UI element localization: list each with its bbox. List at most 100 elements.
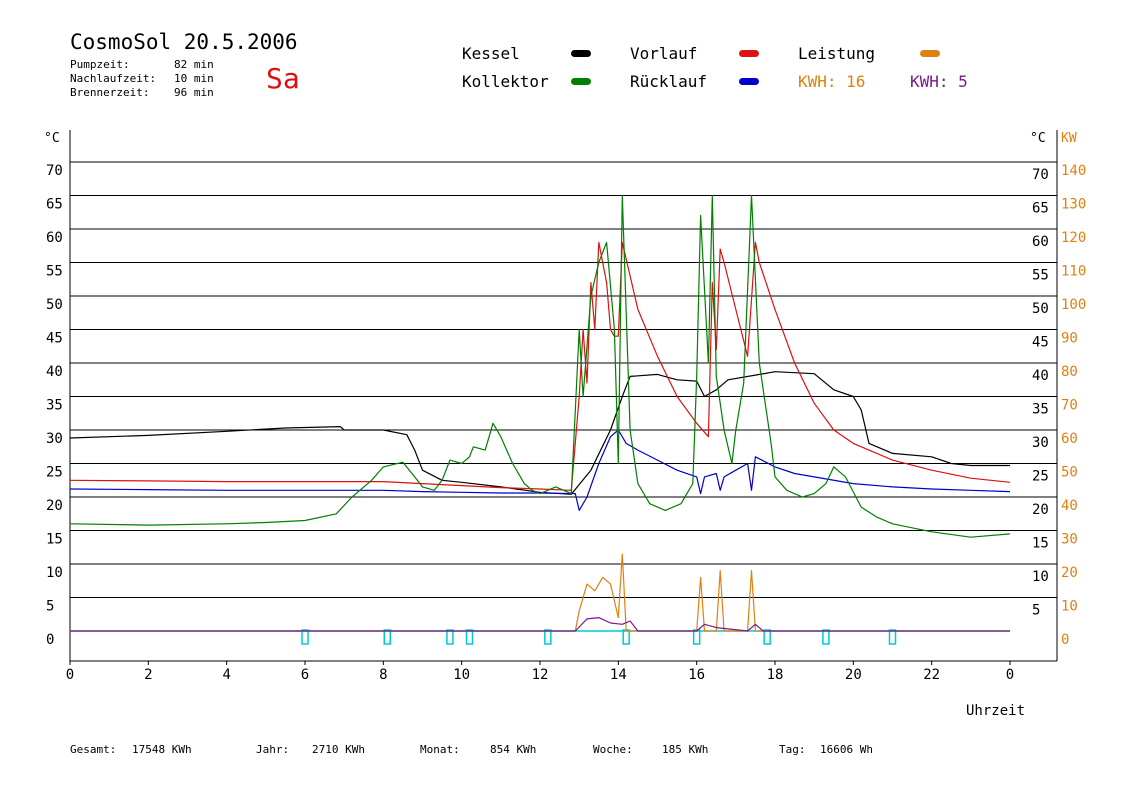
legend-ruecklauf-label: Rücklauf [630, 72, 708, 91]
y-tick-label-left: 30 [46, 431, 63, 447]
x-tick-label: 6 [301, 667, 309, 683]
y-tick-label-left: 25 [46, 465, 63, 481]
x-axis-label: Uhrzeit [966, 703, 1025, 719]
y-tick-label-kw: 10 [1061, 599, 1078, 615]
y-tick-label-kw: 0 [1061, 632, 1069, 648]
x-tick-label: 4 [222, 667, 230, 683]
y-tick-label-left: 60 [46, 230, 63, 246]
footer-woche-value: 185 KWh [662, 743, 709, 756]
x-tick-label: 10 [453, 667, 470, 683]
y-tick-label-right: 40 [1032, 368, 1049, 384]
pump-status-marker [446, 629, 454, 645]
pump-status-marker [763, 629, 771, 645]
y-tick-label-kw: 140 [1061, 163, 1086, 179]
pump-status-marker [544, 629, 552, 645]
stat-pumpzeit-value: 82 min [174, 58, 214, 71]
y-tick-label-right: 35 [1032, 402, 1049, 418]
x-tick-label: 22 [923, 667, 940, 683]
pump-status-marker [383, 629, 391, 645]
y-axis-label-kw: KW [1061, 131, 1077, 146]
pump-status-marker [692, 629, 701, 645]
y-tick-label-kw: 70 [1061, 398, 1078, 414]
y-tick-label-right: 25 [1032, 469, 1049, 485]
y-tick-label-kw: 110 [1061, 264, 1086, 280]
footer-monat-label: Monat: [420, 743, 460, 756]
y-tick-label-kw: 100 [1061, 297, 1086, 313]
y-tick-label-left: 40 [46, 364, 63, 380]
pump-status-marker [301, 629, 309, 645]
y-axis-label-right: °C [1030, 131, 1046, 146]
legend-leistung-swatch [920, 50, 940, 57]
y-tick-label-right: 30 [1032, 435, 1049, 451]
y-axis-label-left: °C [44, 131, 60, 146]
series-line-kessel [69, 371, 1010, 495]
y-tick-label-left: 20 [46, 498, 63, 514]
y-tick-label-right: 65 [1032, 201, 1049, 217]
y-tick-label-left: 50 [46, 297, 63, 313]
y-tick-label-left: 65 [46, 197, 63, 213]
footer-jahr-value: 2710 KWh [312, 743, 365, 756]
x-tick-label: 16 [688, 667, 705, 683]
footer-gesamt-value: 17548 KWh [132, 743, 192, 756]
y-tick-label-left: 55 [46, 264, 63, 280]
legend-ruecklauf-swatch [739, 78, 759, 85]
legend-kollektor-swatch [571, 78, 591, 85]
legend-vorlauf-swatch [739, 50, 759, 57]
y-tick-label-right: 70 [1032, 167, 1049, 183]
y-tick-label-kw: 120 [1061, 230, 1086, 246]
y-tick-label-right: 15 [1032, 536, 1049, 552]
x-tick-label: 14 [610, 667, 627, 683]
pump-status-marker [822, 629, 830, 645]
y-tick-label-kw: 130 [1061, 197, 1086, 213]
stat-pumpzeit-label: Pumpzeit: [70, 58, 130, 71]
footer-tag-value: 16606 Wh [820, 743, 873, 756]
y-tick-label-kw: 20 [1061, 565, 1078, 581]
y-tick-label-kw: 60 [1061, 431, 1078, 447]
footer-woche-label: Woche: [593, 743, 633, 756]
footer-gesamt-label: Gesamt: [70, 743, 117, 756]
weekday-label: Sa [266, 62, 300, 95]
y-tick-label-left: 35 [46, 398, 63, 414]
legend-vorlauf-label: Vorlauf [630, 44, 698, 63]
series-line-vorlauf [69, 241, 1011, 491]
pump-status-marker [888, 629, 897, 645]
y-tick-label-right: 45 [1032, 335, 1049, 351]
y-tick-label-left: 5 [46, 599, 54, 615]
series-line-leistung [70, 553, 1010, 632]
legend-leistung-label: Leistung [798, 44, 876, 63]
series-line-r-cklauf [69, 429, 1011, 511]
series-line-leistung-2 [70, 617, 1010, 632]
y-tick-label-left: 10 [46, 565, 63, 581]
kwh-second-label: KWH: 5 [910, 72, 968, 91]
chart-title: CosmoSol 20.5.2006 [70, 30, 298, 54]
pump-status-marker [622, 629, 630, 645]
footer-monat-value: 854 KWh [490, 743, 537, 756]
legend-kollektor-label: Kollektor [462, 72, 549, 91]
y-tick-label-kw: 90 [1061, 331, 1078, 347]
y-tick-label-left: 70 [46, 163, 63, 179]
legend-kessel-label: Kessel [462, 44, 520, 63]
x-tick-label: 0 [1006, 667, 1014, 683]
x-tick-label: 18 [767, 667, 784, 683]
y-tick-label-right: 60 [1032, 234, 1049, 250]
x-tick-label: 2 [144, 667, 152, 683]
y-tick-label-kw: 40 [1061, 498, 1078, 514]
x-tick-label: 0 [66, 667, 74, 683]
legend-kessel-swatch [571, 50, 591, 57]
footer-tag-label: Tag: [779, 743, 806, 756]
x-tick-label: 20 [845, 667, 862, 683]
series-line-kollektor [69, 194, 1011, 538]
y-tick-label-right: 10 [1032, 569, 1049, 585]
y-tick-label-kw: 80 [1061, 364, 1078, 380]
y-tick-label-left: 45 [46, 331, 63, 347]
x-tick-label: 8 [379, 667, 387, 683]
y-tick-label-kw: 50 [1061, 465, 1078, 481]
y-tick-label-right: 5 [1032, 603, 1040, 619]
y-tick-label-kw: 30 [1061, 532, 1078, 548]
footer-jahr-label: Jahr: [256, 743, 290, 756]
stat-brennerzeit-value: 96 min [174, 86, 214, 99]
y-tick-label-left: 15 [46, 532, 63, 548]
x-tick-label: 12 [532, 667, 549, 683]
kwh-leistung-label: KWH: 16 [798, 72, 866, 91]
